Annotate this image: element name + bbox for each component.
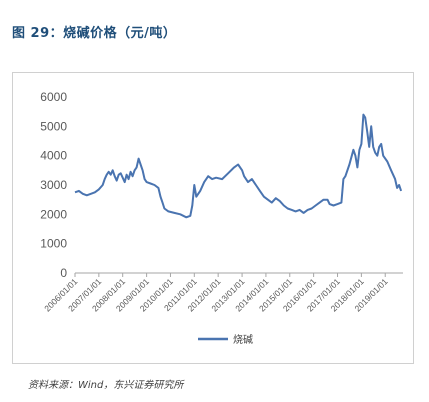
figure-title: 图 29：烧碱价格（元/吨） <box>12 26 177 41</box>
y-axis-ticks: 0 1000 2000 3000 4000 5000 6000 <box>40 90 67 280</box>
legend-label: 烧碱 <box>233 333 253 346</box>
y-tick-label: 4000 <box>40 149 67 163</box>
x-axis-ticks: 2006/01/012007/01/012008/01/012009/01/01… <box>42 273 390 313</box>
y-tick-label: 1000 <box>40 237 67 251</box>
legend: 烧碱 <box>198 333 253 346</box>
y-tick-label: 0 <box>60 266 67 280</box>
price-line-chart: 0 1000 2000 3000 4000 5000 6000 2006/01/012007… <box>40 90 403 346</box>
series-line-caustic-soda <box>74 113 403 219</box>
y-tick-label: 6000 <box>40 90 67 104</box>
y-tick-label: 3000 <box>40 178 67 192</box>
y-tick-label: 5000 <box>40 119 67 133</box>
source-note: 资料来源：Wind，东兴证券研究所 <box>28 380 184 391</box>
y-tick-label: 2000 <box>40 207 67 221</box>
chart-container: 0 1000 2000 3000 4000 5000 6000 2006/01/01 2007… <box>12 72 414 364</box>
